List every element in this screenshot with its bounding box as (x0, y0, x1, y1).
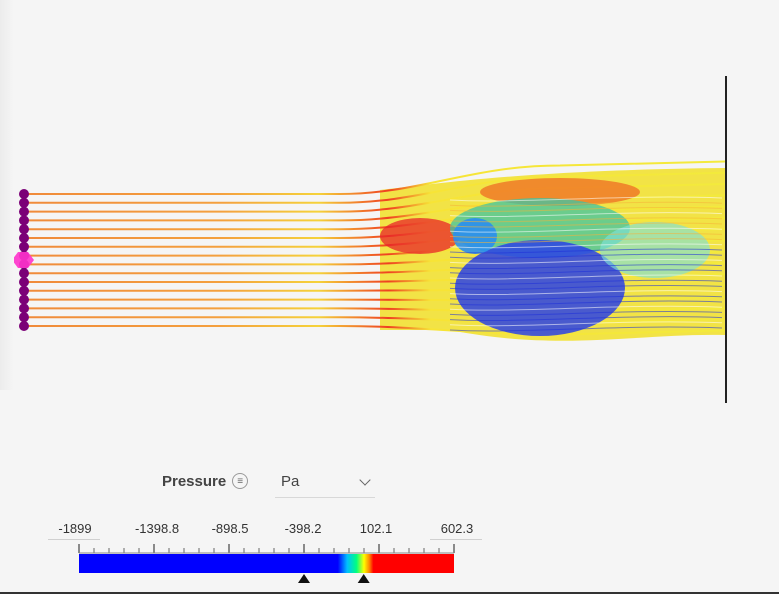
seed-point[interactable] (19, 224, 29, 235)
unit-value: Pa (281, 473, 300, 490)
color-scale[interactable] (0, 540, 779, 592)
stagnation-zone (380, 218, 460, 254)
wake-streak (449, 206, 723, 212)
scale-label-0: -1899 (58, 521, 92, 536)
wake-streak (449, 222, 723, 228)
wake-streak (449, 316, 723, 322)
wake-streak (449, 300, 723, 306)
color-bar (79, 554, 454, 573)
legend-title: Pressure (162, 472, 227, 490)
wake-streak (449, 284, 723, 290)
bottom-border (0, 592, 779, 594)
unit-select[interactable]: Pa (275, 466, 375, 498)
streamline-render[interactable] (0, 0, 779, 420)
menu-icon[interactable]: ≡ (232, 473, 249, 489)
wake-streak (449, 238, 723, 244)
seed-point[interactable] (19, 268, 29, 279)
wake-streaks (449, 196, 723, 332)
scale-label-4: 102.1 (359, 521, 393, 536)
wake-streak (449, 305, 723, 311)
viewport-edge (0, 0, 14, 390)
seed-point[interactable] (19, 312, 29, 323)
seed-point[interactable] (19, 285, 29, 296)
wake-streak (449, 290, 723, 296)
scale-ticks (78, 544, 455, 554)
wake-streak (449, 201, 723, 207)
wake-streak (449, 264, 723, 270)
scale-label-3: -398.2 (284, 521, 322, 536)
wake-streak (449, 269, 723, 275)
wake-streak (449, 321, 723, 327)
seed-point[interactable] (19, 294, 29, 305)
streamline (24, 171, 726, 204)
wake-streak (449, 258, 723, 264)
seed-point[interactable] (19, 321, 29, 331)
viewport-3d[interactable] (0, 0, 779, 420)
legend-header: Pressure ≡ (162, 466, 249, 496)
wake-streak (449, 310, 723, 316)
scale-label-2: -898.5 (211, 521, 249, 536)
wake-mixing-zone (600, 222, 710, 278)
probe-marker[interactable] (12, 252, 34, 268)
seed-point[interactable] (19, 197, 29, 208)
wake-streak (449, 274, 723, 280)
wake-streak (449, 212, 723, 218)
wake-streak (449, 295, 723, 301)
seed-point[interactable] (19, 233, 29, 243)
lower-range-handle[interactable] (298, 574, 311, 583)
wake-streak (449, 217, 723, 223)
seed-point[interactable] (19, 215, 29, 226)
wake-streak (449, 227, 723, 233)
upper-range-handle[interactable] (357, 574, 370, 583)
wake-streak (449, 232, 723, 238)
streamline (24, 160, 726, 195)
wake-streak (449, 326, 723, 332)
seed-point[interactable] (19, 189, 29, 199)
wake-streak (449, 243, 723, 249)
seed-point[interactable] (19, 277, 29, 287)
chevron-down-icon (359, 473, 371, 486)
wake-streak (449, 248, 723, 254)
seed-point[interactable] (19, 241, 29, 252)
scale-label-5: 602.3 (440, 521, 474, 536)
scale-left-rule (48, 539, 100, 540)
seed-point[interactable] (19, 303, 29, 314)
seed-point[interactable] (19, 206, 29, 217)
wake-streak (449, 279, 723, 285)
scale-label-1: -1398.8 (134, 521, 180, 536)
scale-right-rule (430, 539, 482, 540)
wake-streak (449, 196, 723, 202)
vortex-core (453, 218, 497, 254)
wake-streak (449, 253, 723, 259)
